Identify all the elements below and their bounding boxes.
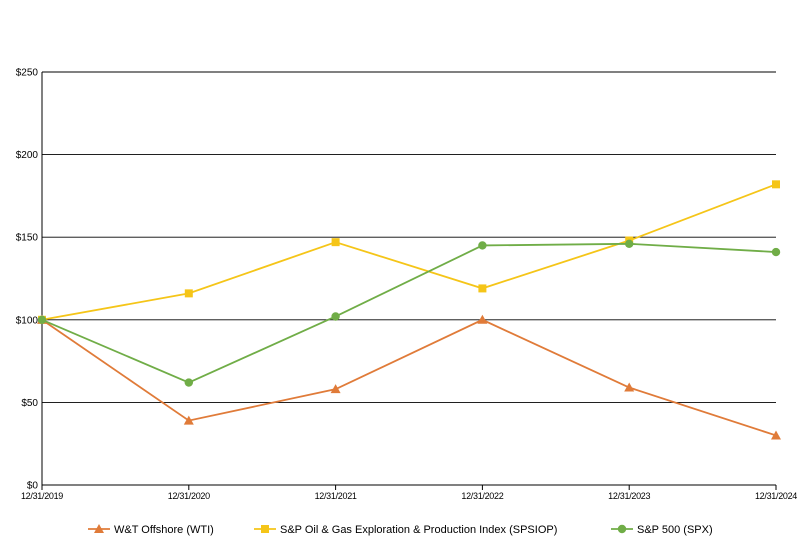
gridlines	[42, 71, 776, 403]
axes	[41, 72, 777, 490]
x-tick-label: 12/31/2023	[608, 491, 650, 501]
legend-marker	[261, 525, 269, 533]
y-axis-tick-labels: $0 $50 $100 $150 $200 $250	[16, 68, 39, 492]
data-point	[330, 384, 341, 394]
series-line	[41, 242, 777, 384]
legend-label: W&T Offshore (WTI)	[114, 524, 214, 536]
x-tick-label: 12/31/2021	[315, 491, 357, 501]
series-lines	[37, 180, 781, 440]
x-axis-tick-labels: 12/31/2019 12/31/2020 12/31/2021 12/31/2022…	[21, 491, 798, 501]
data-point	[184, 289, 193, 298]
legend-label: S&P 500 (SPX)	[637, 524, 713, 536]
y-tick-label: $200	[16, 150, 39, 161]
data-point	[331, 312, 340, 321]
data-point	[478, 284, 487, 293]
series-0	[37, 314, 781, 440]
legend-entry: S&P 500 (SPX)	[611, 524, 713, 536]
data-point	[478, 241, 487, 250]
x-tick-label: 12/31/2019	[21, 491, 63, 501]
legend: W&T Offshore (WTI) S&P Oil & Gas Explorat…	[88, 524, 713, 536]
y-tick-label: $250	[16, 68, 39, 79]
x-tick-label: 12/31/2022	[461, 491, 503, 501]
data-point	[624, 382, 635, 392]
legend-entry: S&P Oil & Gas Exploration & Production I…	[254, 524, 557, 536]
data-point	[771, 247, 781, 257]
y-tick-label: $150	[16, 233, 39, 244]
series-line	[41, 183, 777, 321]
series-2	[37, 239, 781, 387]
legend-marker	[94, 524, 104, 533]
data-point	[37, 315, 47, 324]
data-point	[771, 430, 781, 440]
series-line	[41, 318, 777, 437]
data-point	[772, 180, 780, 189]
data-point	[184, 378, 193, 387]
y-tick-label: $100	[16, 315, 39, 326]
data-point	[625, 239, 634, 249]
series-1	[38, 180, 780, 324]
data-point	[331, 238, 340, 247]
x-tick-label: 12/31/2024	[755, 491, 797, 501]
data-point	[183, 415, 194, 425]
y-tick-label: $50	[21, 398, 38, 409]
x-tick-label: 12/31/2020	[168, 491, 210, 501]
legend-label: S&P Oil & Gas Exploration & Production I…	[280, 524, 557, 536]
y-tick-label: $0	[27, 481, 39, 492]
legend-marker	[617, 524, 627, 534]
legend-entry: W&T Offshore (WTI)	[88, 524, 214, 536]
data-point	[477, 314, 488, 324]
